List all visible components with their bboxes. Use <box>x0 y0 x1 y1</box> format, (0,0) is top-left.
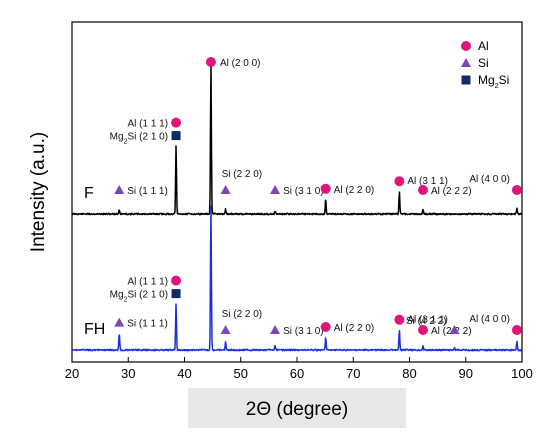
x-tick-label: 40 <box>177 366 191 381</box>
peak-marker-triangle <box>220 325 231 334</box>
peak-marker-circle <box>394 314 405 325</box>
x-tick-label: 30 <box>121 366 135 381</box>
peak-label: Al (3 1 1) <box>407 176 448 187</box>
peak-label: Al (1 1 1) <box>127 119 168 130</box>
peak-marker-circle <box>394 176 405 187</box>
series-label-f: F <box>84 185 94 202</box>
peak-label: Si (1 1 1) <box>127 186 168 197</box>
x-tick-label: 20 <box>65 366 79 381</box>
peak-label: Al (4 0 0) <box>469 174 510 185</box>
peak-label: Si (2 2 0) <box>222 309 263 320</box>
series-trace-fh <box>71 205 523 352</box>
x-tick-label: 100 <box>511 366 533 381</box>
peak-marker-circle <box>320 321 331 332</box>
peak-marker-circle <box>511 185 522 195</box>
legend-label: Mg2Si <box>478 73 509 90</box>
peak-label: Mg2Si (2 1 0) <box>110 290 168 304</box>
legend-circle-icon <box>461 41 471 51</box>
legend-triangle-icon <box>461 58 471 67</box>
peak-label: Al (2 2 0) <box>334 185 375 196</box>
peak-label: Si (3 1 0) <box>283 186 324 197</box>
peak-marker-triangle <box>114 317 125 327</box>
peak-label: Al (2 2 2) <box>431 186 472 197</box>
peak-label: Al (2 0 0) <box>220 58 261 69</box>
peak-marker-square <box>171 289 181 299</box>
x-tick-label: 80 <box>402 366 416 381</box>
peak-marker-triangle <box>114 185 125 194</box>
x-tick-label: 50 <box>234 366 248 381</box>
peak-marker-circle <box>418 185 428 195</box>
peak-marker-triangle <box>449 325 460 334</box>
legend-label: Si <box>478 56 489 70</box>
peak-marker-circle <box>320 183 331 194</box>
x-tick-label: 70 <box>346 366 360 381</box>
series-label-fh: FH <box>84 321 105 338</box>
peak-marker-triangle <box>270 185 281 194</box>
legend-label: Al <box>478 39 489 53</box>
legend-square-icon <box>461 75 471 85</box>
peak-label: Al (1 1 1) <box>127 277 168 288</box>
peak-marker-circle <box>418 325 428 335</box>
peak-label: Mg2Si (2 1 0) <box>110 132 168 146</box>
x-axis-ticks: 20 30 40 50 60 70 80 90 100 <box>65 357 533 381</box>
peak-label: Al (4 0 0) <box>469 314 510 325</box>
x-tick-label: 90 <box>459 366 473 381</box>
series-group: F FH <box>71 63 523 352</box>
peak-label: Si (2 2 0) <box>222 169 263 180</box>
peak-marker-circle <box>171 117 182 128</box>
peak-label: Si (4 2 2) <box>406 316 447 327</box>
peak-marker-circle <box>205 57 216 67</box>
peak-marker-square <box>171 131 181 141</box>
peak-label: Al (2 2 0) <box>334 323 375 334</box>
peak-marker-triangle <box>270 325 281 334</box>
peak-label: Si (1 1 1) <box>127 319 168 330</box>
series-trace-f <box>71 63 523 216</box>
peak-marker-circle <box>171 275 182 286</box>
peak-marker-triangle <box>220 185 231 194</box>
peak-annotations: Si (1 1 1) Mg2Si (2 1 0) Al (1 1 1) Al (2 0… <box>110 57 522 337</box>
legend: Al Si Mg2Si <box>461 39 509 90</box>
x-tick-label: 60 <box>290 366 304 381</box>
peak-marker-circle <box>511 325 522 335</box>
y-axis-label: Intensity (a.u.) <box>28 132 49 252</box>
peak-label: Si (3 1 0) <box>283 326 324 337</box>
x-axis-label: 2Θ (degree) <box>246 399 348 420</box>
x-axis-label-background <box>188 388 406 428</box>
peak-label: Al (3 1 1) <box>407 315 448 326</box>
